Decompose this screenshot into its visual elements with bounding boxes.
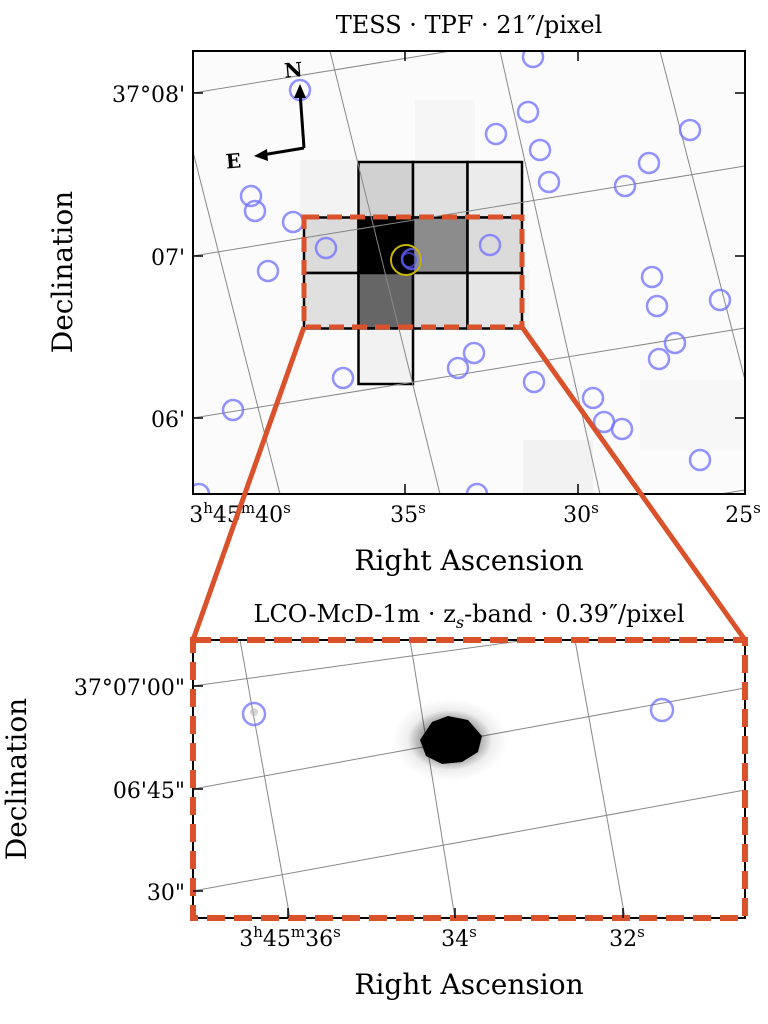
- field-source-marker: [708, 288, 732, 312]
- field-source-marker: [314, 236, 338, 260]
- target-marker-inner: [401, 252, 417, 268]
- grid-line: [499, 51, 601, 494]
- compass-north-label: N: [283, 57, 303, 83]
- aperture-pixel: [302, 271, 360, 330]
- top-panel-title: TESS · TPF · 21″/pixel: [336, 11, 603, 39]
- aperture-pixel: [411, 271, 469, 330]
- field-source-marker: [150, 290, 170, 310]
- grid-line: [193, 640, 531, 687]
- target-marker: [390, 244, 422, 276]
- field-source-marker: [465, 482, 489, 494]
- field-source-marker: [521, 51, 545, 69]
- top-xtick-label: 30s: [563, 499, 599, 528]
- field-source-marker: [484, 122, 508, 146]
- bottom-panel-title: LCO-McD-1m · zs-band · 0.39″/pixel: [254, 600, 685, 632]
- grid-line: [239, 640, 291, 918]
- compass: [254, 84, 306, 161]
- top-axes-frame: [192, 50, 746, 495]
- field-source-marker: [193, 482, 211, 494]
- top-ytick-label: 37°08': [112, 83, 185, 108]
- field-source-marker: [537, 170, 561, 194]
- grid-line: [193, 327, 745, 419]
- field-source-marker: [243, 199, 267, 223]
- top-xtick-label: 35s: [390, 499, 426, 528]
- grid-line: [193, 51, 454, 94]
- compass-east-label: E: [225, 148, 242, 173]
- field-source-marker: [637, 151, 661, 175]
- bottom-ytick-label: 30": [147, 881, 185, 906]
- grid-line: [329, 51, 441, 494]
- grid-line: [659, 51, 745, 381]
- top-xtick-label: 25s: [725, 499, 761, 528]
- field-source-marker: [688, 448, 712, 472]
- bottom-ytick-label: 37°07'00": [74, 676, 185, 701]
- field-source-marker: [446, 356, 470, 380]
- field-source-marker: [649, 697, 675, 723]
- field-source-marker: [256, 259, 280, 283]
- field-source-marker: [528, 138, 552, 162]
- faint-source: [250, 708, 258, 716]
- field-source-marker: [678, 118, 702, 142]
- top-xaxis-label: Right Ascension: [354, 544, 583, 577]
- field-source-marker: [613, 174, 637, 198]
- field-source-marker: [462, 341, 486, 365]
- field-source-marker: [645, 294, 669, 318]
- aperture-pixel: [357, 327, 415, 386]
- bottom-xtick-label: 32s: [609, 923, 645, 952]
- field-source-marker: [610, 417, 634, 441]
- top-yaxis-label: Declination: [46, 191, 79, 353]
- field-source-marker: [516, 100, 540, 124]
- aperture-pixel: [357, 160, 415, 219]
- bottom-ytick-label: 06'45": [113, 779, 185, 804]
- bottom-xtick-label: 34s: [441, 923, 477, 952]
- bottom-ticks: [193, 685, 624, 918]
- grid-line: [193, 789, 745, 892]
- grid-line: [193, 165, 745, 257]
- zoom-region-box: [301, 214, 525, 330]
- field-source-marker: [663, 331, 687, 355]
- aperture-pixel: [466, 216, 524, 275]
- field-source-marker: [640, 265, 664, 289]
- target-star: [392, 698, 508, 782]
- bottom-yaxis-label: Declination: [0, 698, 33, 860]
- aperture-pixel: [357, 271, 415, 330]
- top-panel: TESS · TPF · 21″/pixel: [46, 11, 761, 577]
- aperture-pixel: [302, 216, 360, 275]
- field-source-marker: [239, 184, 263, 208]
- field-source-marker: [241, 701, 267, 727]
- top-ytick-label: 07': [151, 246, 185, 271]
- bottom-xtick-label: 3h45m36s: [239, 923, 341, 952]
- field-source-marker: [478, 233, 502, 257]
- aperture-pixel: [466, 271, 524, 330]
- grid-line: [574, 640, 626, 918]
- top-ticks: [192, 51, 746, 494]
- top-ytick-label: 06': [151, 408, 185, 433]
- field-sources: [241, 697, 675, 727]
- bottom-panel: LCO-McD-1m · zs-band · 0.39″/pixel 37°07…: [0, 600, 748, 1001]
- bottom-xaxis-label: Right Ascension: [354, 968, 583, 1001]
- field-source-marker: [522, 370, 546, 394]
- field-sources: [150, 51, 732, 494]
- zoom-frame: [190, 637, 748, 921]
- aperture-pixel: [466, 160, 524, 219]
- field-source-marker: [331, 366, 355, 390]
- field-source-marker: [647, 347, 671, 371]
- field-source-marker: [221, 398, 245, 422]
- aperture-pixel: [411, 160, 469, 219]
- field-source-marker: [581, 386, 605, 410]
- zoom-connector-lines: [190, 325, 748, 642]
